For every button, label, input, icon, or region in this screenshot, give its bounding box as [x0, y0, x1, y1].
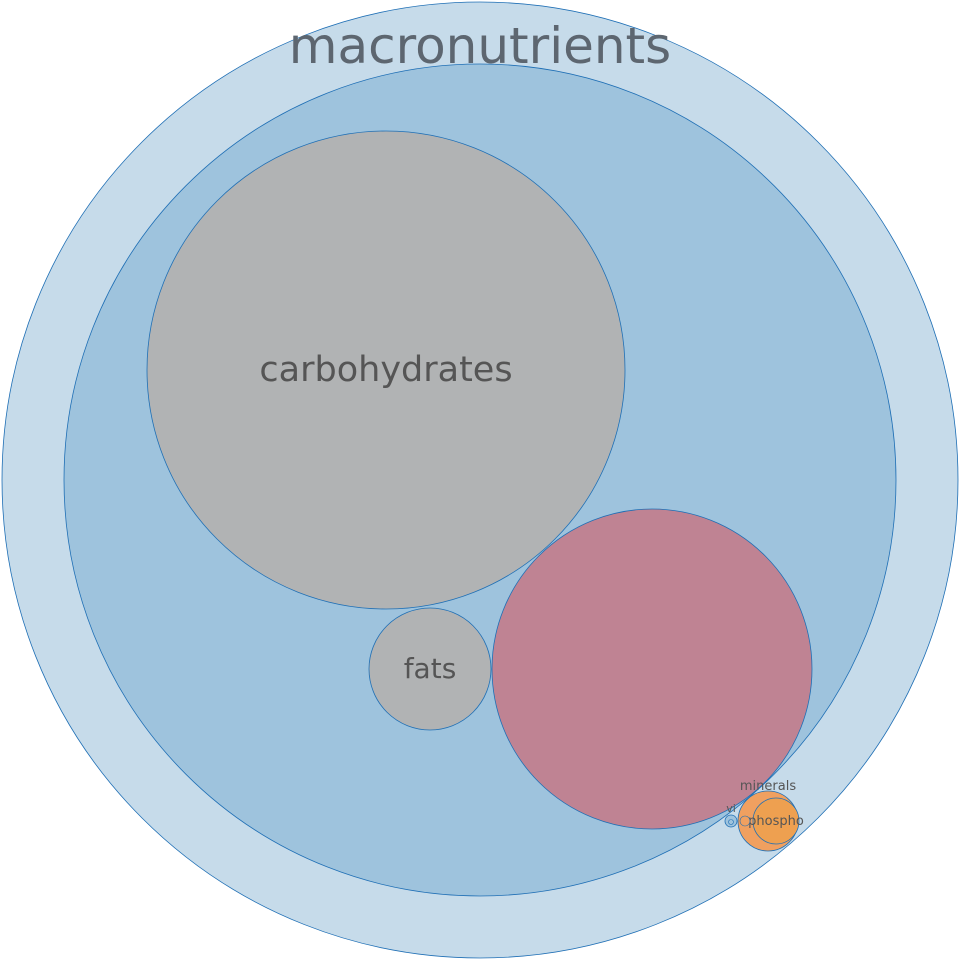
carbohydrates-label: carbohydrates — [259, 350, 512, 390]
carbohydrates-bubble[interactable] — [146, 130, 626, 610]
minerals-small-bubble[interactable] — [739, 815, 751, 827]
vitamin-small-bubble[interactable] — [728, 819, 734, 825]
phosphorus-label: phospho — [748, 814, 804, 829]
fats-bubble[interactable] — [368, 607, 492, 731]
minerals-label: minerals — [740, 779, 796, 794]
vitamins-label: vi — [726, 802, 736, 815]
unlabeled-large-bubble[interactable] — [491, 508, 813, 830]
phosphorus-bubble[interactable] — [752, 797, 800, 845]
fats-label: fats — [404, 652, 457, 685]
